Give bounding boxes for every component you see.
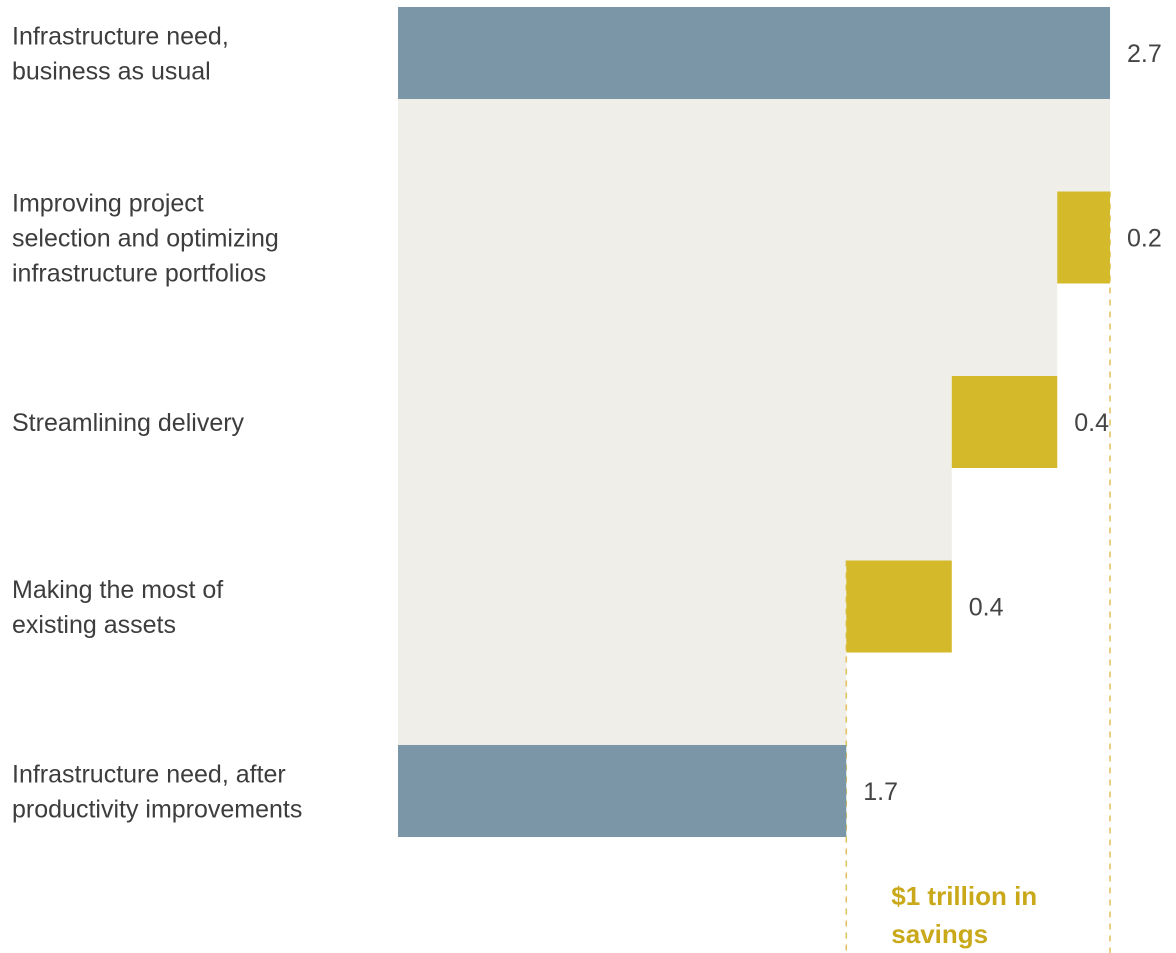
bar-1 [398,7,1110,99]
category-label-line: productivity improvements [12,796,302,824]
value-labels: 2.7 0.2 0.4 0.4 1.7 [863,40,1161,806]
value-label: 1.7 [863,778,898,806]
value-label: 0.4 [1074,409,1109,437]
category-label: Making the most of existing assets [12,576,223,639]
bar-5 [398,745,847,837]
category-label-line: Streamlining delivery [12,409,245,437]
value-label: 2.7 [1127,40,1162,68]
savings-annotation: $1 trillion in savings [891,881,1037,949]
category-label-line: business as usual [12,58,211,86]
category-label-line: Infrastructure need, after [12,761,286,789]
annotation-line: savings [891,919,988,949]
category-label-line: selection and optimizing [12,225,279,253]
bar-4 [846,560,952,653]
category-label: Infrastructure need, business as usual [12,23,229,86]
category-label-line: infrastructure portfolios [12,260,266,288]
bars-group [398,7,1110,837]
category-label: Streamlining delivery [12,409,245,437]
category-label-line: Infrastructure need, [12,23,229,51]
value-label: 0.4 [969,594,1004,622]
category-labels: Infrastructure need, business as usual Imp… [12,23,302,824]
category-label-line: Improving project [12,190,204,218]
category-label: Infrastructure need, after productivity i… [12,761,302,824]
bar-3 [951,376,1058,468]
category-label-line: Making the most of [12,576,223,604]
bar-2 [1057,191,1110,284]
category-label: Improving project selection and optimizin… [12,190,279,288]
annotation-line: $1 trillion in [891,881,1037,911]
value-label: 0.2 [1127,225,1162,253]
category-label-line: existing assets [12,611,176,639]
